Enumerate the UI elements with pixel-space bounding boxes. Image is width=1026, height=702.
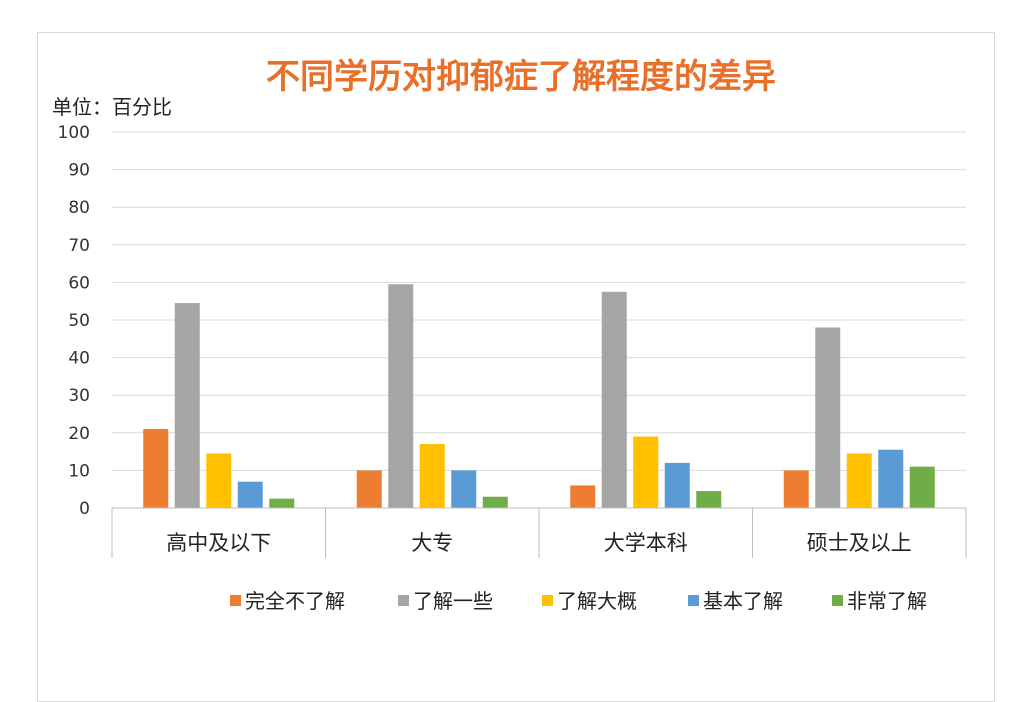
y-tick-label: 10	[68, 461, 90, 481]
bar	[174, 303, 200, 508]
bar	[419, 444, 445, 508]
y-axis-ticks: 0 10 20 30 40 50 60 70 80 90 100	[58, 123, 90, 519]
y-tick-label: 40	[68, 349, 90, 369]
legend-label: 基本了解	[703, 589, 783, 613]
bar	[696, 491, 722, 508]
bar	[909, 466, 935, 508]
bars	[143, 284, 935, 508]
x-tick-label: 大专	[411, 531, 453, 555]
legend-label: 了解大概	[557, 589, 637, 613]
bar	[783, 470, 809, 508]
legend-swatch	[542, 595, 553, 606]
x-tick-label: 高中及以下	[166, 531, 271, 555]
bar	[388, 284, 414, 508]
legend-swatch	[688, 595, 699, 606]
y-tick-label: 60	[68, 273, 90, 293]
x-tick-label: 大学本科	[604, 531, 688, 555]
legend-label: 了解一些	[413, 589, 493, 613]
bar	[846, 453, 872, 508]
legend: 完全不了解 了解一些 了解大概 基本了解 非常了解	[230, 589, 927, 613]
y-tick-label: 70	[68, 236, 90, 256]
bar	[601, 291, 627, 508]
y-tick-label: 90	[68, 161, 90, 181]
bar	[570, 485, 596, 508]
bar	[206, 453, 232, 508]
chart-title: 不同学历对抑郁症了解程度的差异	[266, 57, 776, 97]
y-tick-label: 50	[68, 311, 90, 331]
y-tick-label: 100	[58, 123, 90, 143]
bar	[878, 449, 904, 508]
y-tick-label: 20	[68, 424, 90, 444]
x-tick-label: 硕士及以上	[807, 531, 912, 555]
legend-label: 完全不了解	[245, 589, 345, 613]
legend-swatch	[398, 595, 409, 606]
legend-swatch	[230, 595, 241, 606]
bar	[815, 327, 841, 508]
bar	[269, 498, 295, 508]
legend-label: 非常了解	[847, 589, 927, 613]
unit-label: 单位：百分比	[52, 95, 172, 119]
bar	[237, 481, 263, 508]
y-tick-label: 80	[68, 198, 90, 218]
chart: 不同学历对抑郁症了解程度的差异 单位：百分比 0 10 20 30 40 50 60 70 80…	[52, 57, 967, 613]
y-tick-label: 0	[79, 499, 90, 519]
bar	[451, 470, 477, 508]
bar	[633, 436, 659, 508]
bar	[482, 496, 508, 508]
bar	[664, 462, 690, 508]
y-tick-label: 30	[68, 386, 90, 406]
x-axis: 高中及以下 大专 大学本科 硕士及以上	[111, 507, 967, 558]
bar	[356, 470, 382, 508]
legend-swatch	[832, 595, 843, 606]
bar	[143, 429, 169, 508]
